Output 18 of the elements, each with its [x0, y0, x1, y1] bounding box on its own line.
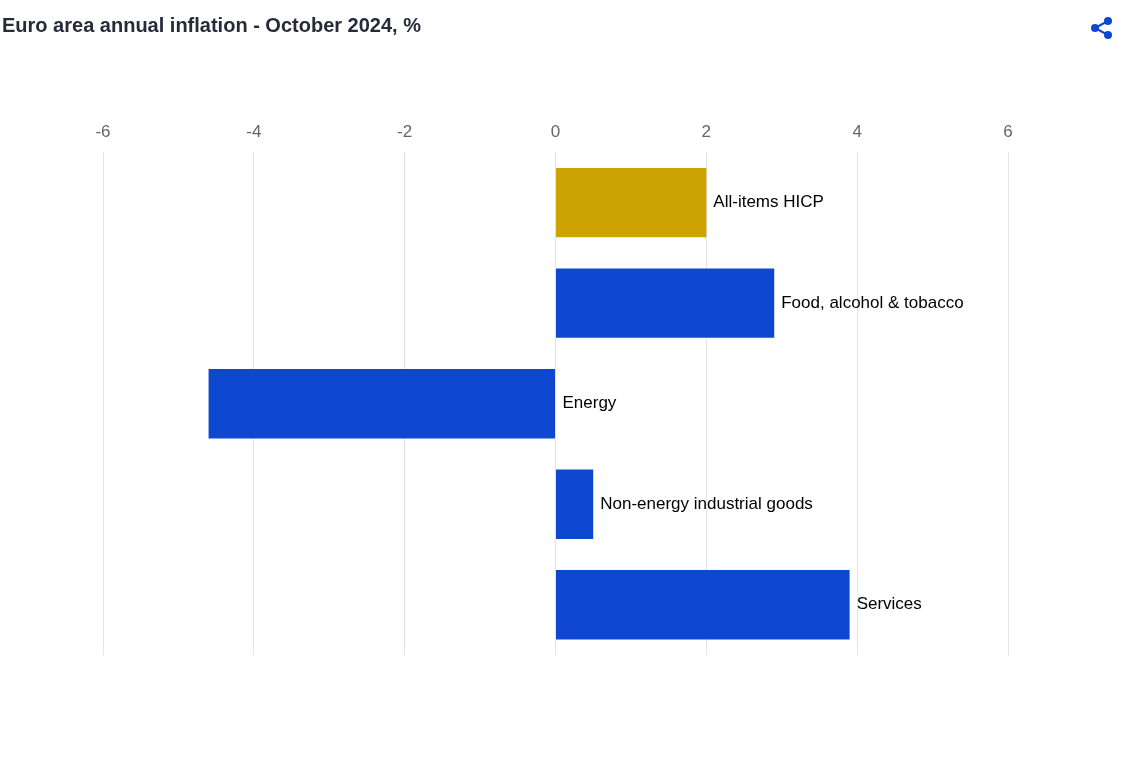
- y-tick-label: Services: [856, 594, 922, 614]
- x-tick-label: 2: [701, 121, 712, 141]
- y-tick-label: All-items HICP: [713, 192, 824, 212]
- x-tick-label: 6: [1003, 121, 1013, 141]
- chart-title: Euro area annual inflation - October 2024, %: [2, 14, 421, 37]
- x-tick-label: -2: [397, 121, 413, 141]
- x-tick-label: 4: [852, 121, 862, 141]
- bar: [556, 469, 594, 539]
- x-tick-label: -4: [246, 121, 262, 141]
- y-tick-label: Food, alcohol & tobacco: [781, 292, 964, 312]
- bar: [556, 268, 775, 338]
- bar: [556, 167, 707, 238]
- x-tick-label: 0: [550, 121, 561, 141]
- x-tick-label: -6: [95, 121, 111, 141]
- bar: [556, 570, 850, 640]
- y-tick-label: Non-energy industrial goods: [600, 493, 813, 513]
- y-tick-label: Energy: [562, 393, 617, 413]
- bar: [208, 369, 555, 439]
